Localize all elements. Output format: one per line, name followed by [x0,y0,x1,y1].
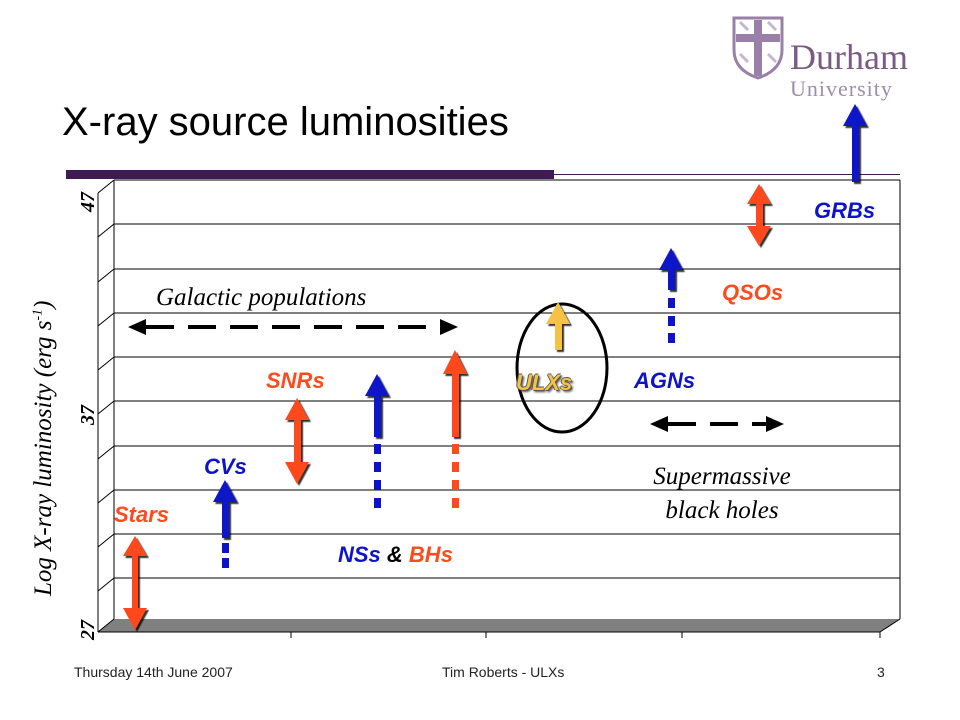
galactic-populations-label: Galactic populations [156,284,367,311]
smbh-label-line2: black holes [665,497,779,524]
agns-label: AGNs [634,368,696,393]
agns-range-arrow [659,248,683,343]
durham-crest-icon [732,16,784,80]
logo-wordmark: Durham [790,37,908,77]
chart-floor [98,619,900,632]
smbh-label: Supermassive black holes [600,460,844,528]
nss-range-arrow [365,374,389,508]
ulxs-label: ULXs [516,370,573,395]
logo-subtitle: University [790,76,893,101]
qsos-range-arrow [747,184,771,246]
and-label: & [380,542,409,567]
footer-author: Tim Roberts - ULXs [442,664,565,680]
ulxs-range-arrow [546,302,570,350]
qsos-label: QSOs [722,280,784,305]
cvs-label: CVs [204,454,247,479]
stars-label: Stars [114,502,170,527]
smbh-label-line1: Supermassive [653,463,791,490]
grbs-label: GRBs [814,198,876,223]
footer-date: Thursday 14th June 2007 [74,664,233,680]
bhs-label: BHs [408,542,453,567]
footer-page-number: 3 [877,664,885,680]
galactic-range-arrow [128,319,458,335]
title-underline-line [554,174,900,175]
ulx-highlight-ellipse [515,302,609,434]
slide-title: X-ray source luminosities [62,100,509,144]
nss-bhs-label: NSs & BHs [338,542,453,568]
bhs-range-arrow [443,350,467,508]
title-underline-bar [66,170,554,179]
cvs-range-arrow [213,480,237,568]
grbs-range-arrow [843,104,867,182]
snrs-range-arrow [285,398,309,484]
stars-range-arrow [123,536,147,630]
smbh-range-arrow [650,416,784,432]
snrs-label: SNRs [266,368,325,393]
nss-label: NSs [338,542,381,567]
